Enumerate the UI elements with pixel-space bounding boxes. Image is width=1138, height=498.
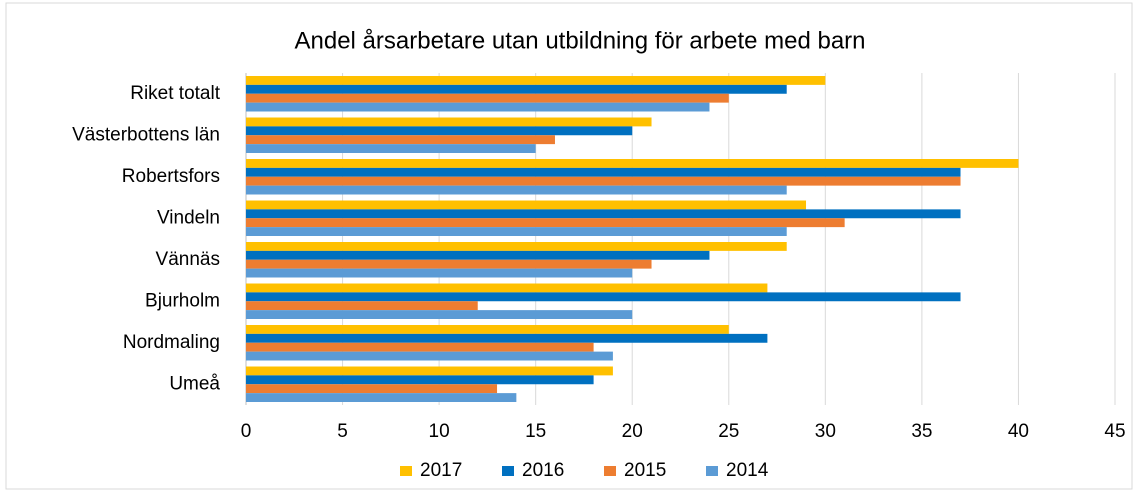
bar bbox=[246, 366, 613, 376]
bar bbox=[246, 126, 633, 136]
x-tick-label: 20 bbox=[622, 421, 643, 442]
bar bbox=[246, 76, 826, 85]
x-tick-label: 30 bbox=[815, 421, 836, 442]
bar bbox=[246, 102, 710, 112]
x-tick-label: 10 bbox=[429, 421, 450, 442]
legend-swatch bbox=[604, 466, 616, 476]
bar bbox=[246, 310, 633, 319]
bar bbox=[246, 209, 961, 219]
bar bbox=[246, 93, 729, 103]
x-tick-label: 15 bbox=[525, 421, 546, 442]
bar bbox=[246, 117, 652, 127]
chart-title: Andel årsarbetare utan utbildning för ar… bbox=[294, 27, 865, 54]
y-tick-label: Vännäs bbox=[156, 249, 220, 270]
bar bbox=[246, 242, 787, 251]
x-tick-label: 35 bbox=[911, 421, 932, 442]
y-tick-label: Riket totalt bbox=[130, 83, 220, 104]
bar bbox=[246, 167, 961, 177]
legend-label: 2016 bbox=[522, 460, 564, 481]
bar bbox=[246, 159, 1019, 168]
y-tick-label: Nordmaling bbox=[123, 332, 220, 353]
legend-label: 2017 bbox=[420, 460, 462, 481]
x-tick-label: 25 bbox=[718, 421, 739, 442]
bar bbox=[246, 218, 845, 228]
legend-swatch bbox=[706, 466, 718, 476]
x-tick-label: 45 bbox=[1104, 421, 1125, 442]
y-tick-label: Bjurholm bbox=[145, 290, 220, 311]
bar bbox=[246, 301, 478, 311]
legend-swatch bbox=[400, 466, 412, 476]
x-tick-label: 40 bbox=[1008, 421, 1029, 442]
bar bbox=[246, 342, 594, 352]
bar bbox=[246, 176, 961, 186]
bar bbox=[246, 144, 536, 153]
bar bbox=[246, 135, 555, 145]
bar bbox=[246, 200, 807, 210]
bar bbox=[246, 351, 613, 361]
y-tick-label: Umeå bbox=[169, 373, 220, 394]
bar bbox=[246, 250, 710, 260]
bar bbox=[246, 283, 768, 293]
bar bbox=[246, 375, 594, 385]
bar bbox=[246, 384, 498, 394]
bar bbox=[246, 292, 961, 302]
bar bbox=[246, 84, 787, 94]
legend-swatch bbox=[502, 466, 514, 476]
bar bbox=[246, 185, 787, 195]
bar bbox=[246, 325, 729, 334]
y-tick-label: Vindeln bbox=[157, 207, 220, 228]
x-tick-label: 5 bbox=[337, 421, 348, 442]
legend-label: 2015 bbox=[624, 460, 666, 481]
bar bbox=[246, 227, 787, 236]
legend-label: 2014 bbox=[726, 460, 769, 481]
x-tick-label: 0 bbox=[241, 421, 252, 442]
bar bbox=[246, 268, 633, 278]
bar bbox=[246, 259, 652, 269]
bar bbox=[246, 393, 517, 402]
y-tick-label: Västerbottens län bbox=[72, 124, 220, 145]
bar bbox=[246, 333, 768, 343]
y-tick-label: Robertsfors bbox=[122, 166, 220, 187]
